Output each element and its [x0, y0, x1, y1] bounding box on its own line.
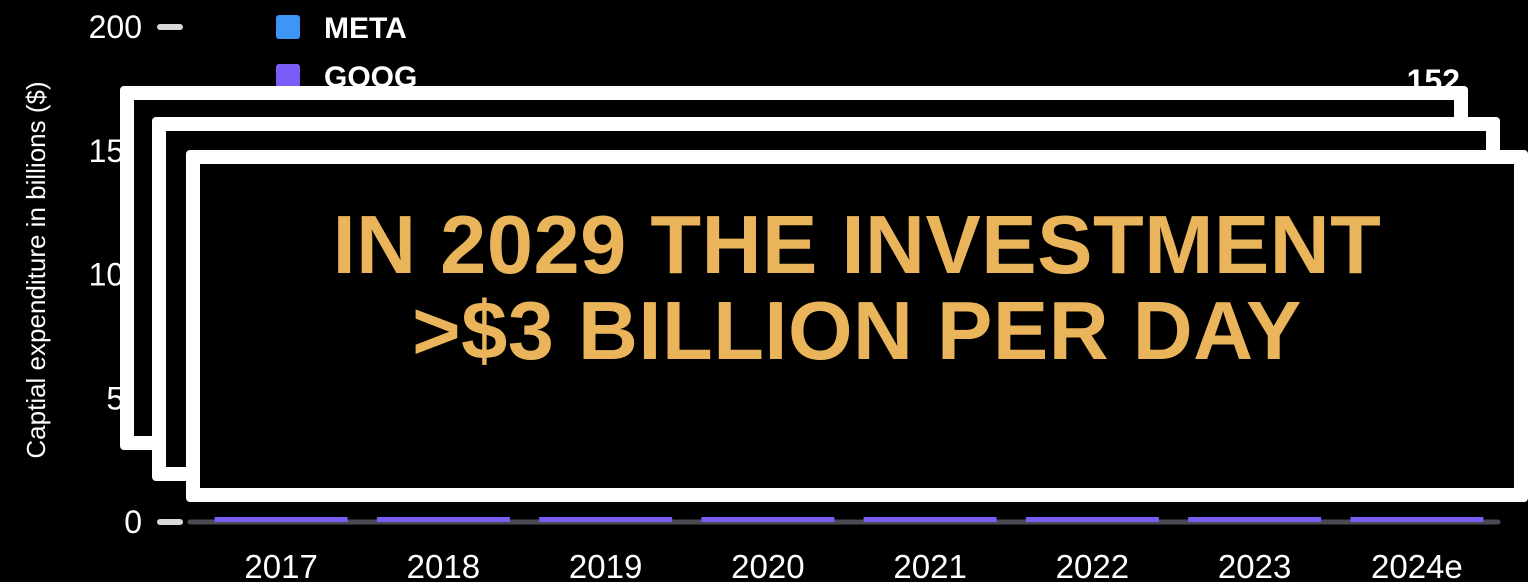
- data-label-2024e: 152: [1407, 63, 1460, 99]
- y-tick-label: 100: [89, 257, 142, 293]
- x-tick-label: 2018: [407, 548, 480, 582]
- x-tick-label: 2024e: [1371, 548, 1463, 582]
- bars: [214, 517, 1484, 522]
- legend-swatch-goog: [276, 64, 300, 88]
- y-axis-title: Captial expenditure in billions ($): [21, 81, 51, 458]
- y-tick-label: 50: [106, 380, 142, 416]
- legend-swatch-meta: [276, 15, 300, 39]
- y-tick-label: 0: [124, 504, 142, 540]
- y-tick-label: 200: [89, 9, 142, 45]
- x-tick-label: 2021: [893, 548, 966, 582]
- x-axis: 2017 2018 2019 2020 2021 2022 2023 2024e: [244, 548, 1462, 582]
- legend-label-goog: GOOG: [324, 61, 417, 94]
- bar-2019: [539, 517, 673, 522]
- bar-2020: [701, 517, 835, 522]
- bar-2022: [1025, 517, 1159, 522]
- x-tick-label: 2023: [1218, 548, 1291, 582]
- bar-2021: [863, 517, 997, 522]
- bar-2023: [1188, 517, 1322, 522]
- x-tick-label: 2017: [244, 548, 317, 582]
- legend-label-meta: META: [324, 12, 407, 45]
- y-axis: 0 50 100 150 200: [89, 9, 1501, 540]
- x-tick-label: 2019: [569, 548, 642, 582]
- y-tick-label: 150: [89, 133, 142, 169]
- legend: META GOOG: [276, 12, 417, 94]
- bar-2017: [214, 517, 348, 522]
- bar-2018: [376, 517, 510, 522]
- x-tick-label: 2020: [731, 548, 804, 582]
- x-tick-label: 2022: [1056, 548, 1129, 582]
- bar-2024e: [1350, 517, 1484, 522]
